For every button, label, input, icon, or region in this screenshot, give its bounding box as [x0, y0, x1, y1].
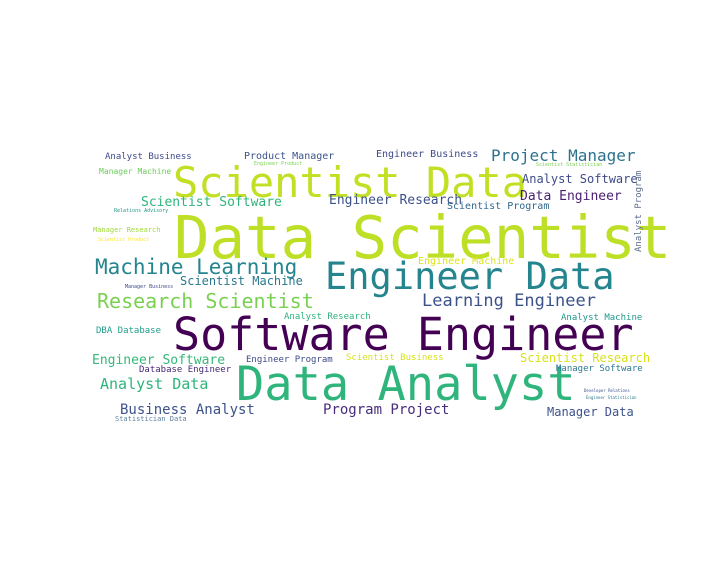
- word-cloud-word: Engineer Business: [376, 149, 478, 160]
- word-cloud-word: Relations Advisory: [114, 208, 168, 214]
- word-cloud-word: Data Engineer: [520, 189, 622, 204]
- word-cloud-word: Machine Learning: [95, 255, 297, 279]
- word-cloud-word: Data Analyst: [236, 357, 576, 412]
- word-cloud-word: Developer Relations: [584, 388, 630, 393]
- word-cloud-word: Analyst Business: [105, 152, 192, 162]
- word-cloud-word: Manager Business: [125, 284, 173, 290]
- word-cloud-word: Engineer Data: [325, 255, 615, 298]
- word-cloud-word: Scientist Software: [141, 195, 282, 210]
- word-cloud-word: Engineer Program: [246, 355, 333, 365]
- word-cloud-word: Data Scientist: [174, 203, 671, 272]
- word-cloud-word: Project Manager: [491, 146, 636, 165]
- word-cloud-word: Business Analyst: [120, 402, 255, 418]
- word-cloud-word: Engineer Research: [329, 193, 462, 208]
- word-cloud-word: Engineer Machine: [418, 256, 514, 267]
- word-cloud-word: Software Engineer: [173, 308, 634, 361]
- word-cloud-word: Database Engineer: [139, 365, 232, 375]
- word-cloud-word: Statistician Data: [115, 415, 187, 423]
- word-cloud-word: Analyst Research: [284, 312, 371, 322]
- word-cloud-word: Manager Software: [556, 364, 643, 374]
- word-cloud-word: Engineer Statistician: [586, 395, 637, 400]
- word-cloud-word: Analyst Program: [634, 171, 644, 252]
- word-cloud-word: Scientist Data: [173, 158, 527, 207]
- word-cloud-word: Research Scientist: [97, 289, 314, 313]
- word-cloud-word: Scientist Business: [346, 353, 444, 363]
- word-cloud-word: Product Manager: [244, 151, 334, 162]
- word-cloud-word: Manager Research: [93, 226, 160, 234]
- word-cloud-word: DBA Database: [96, 326, 161, 336]
- word-cloud-word: Scientist Machine: [180, 274, 303, 288]
- word-cloud-word: Learning Engineer: [422, 291, 596, 311]
- word-cloud-word: Engineer Software: [92, 353, 225, 368]
- word-cloud-word: Engineer Product: [254, 161, 302, 167]
- word-cloud-word: Manager Machine: [99, 167, 171, 176]
- word-cloud-word: Scientist Research: [520, 351, 650, 365]
- word-cloud-word: Program Project: [323, 402, 449, 418]
- word-cloud-word: Scientist Product: [98, 237, 149, 243]
- word-cloud-word: Analyst Software: [522, 172, 638, 186]
- word-cloud-word: Scientist Program: [447, 201, 549, 212]
- word-cloud-word: Analyst Data: [100, 375, 208, 393]
- word-cloud-word: Scientist Statistician: [536, 162, 602, 168]
- word-cloud-word: Analyst Machine: [561, 313, 642, 323]
- word-cloud-word: Manager Data: [547, 405, 634, 419]
